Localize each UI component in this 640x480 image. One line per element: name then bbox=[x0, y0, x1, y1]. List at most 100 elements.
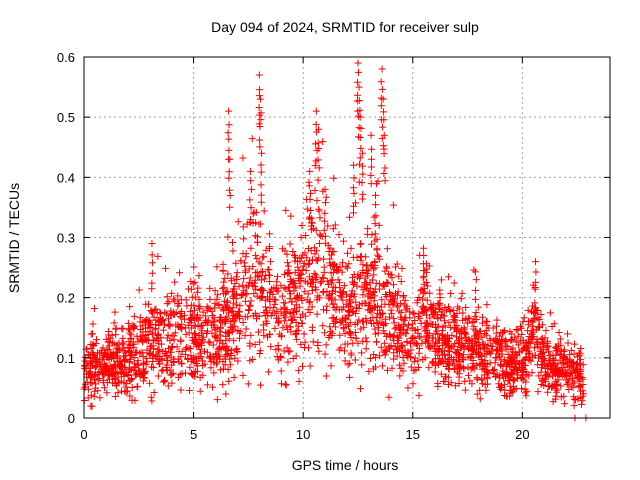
data-point bbox=[261, 303, 269, 311]
peak-point bbox=[371, 230, 379, 238]
data-point bbox=[201, 312, 209, 320]
data-point bbox=[409, 380, 417, 388]
data-point bbox=[437, 276, 445, 284]
data-point bbox=[224, 329, 232, 337]
data-point bbox=[340, 288, 348, 296]
data-point bbox=[134, 337, 142, 345]
data-point bbox=[362, 345, 370, 353]
peak-point bbox=[258, 149, 266, 157]
data-point bbox=[411, 339, 419, 347]
data-point bbox=[328, 329, 336, 337]
data-point bbox=[335, 231, 343, 239]
data-point bbox=[156, 356, 163, 364]
data-point bbox=[124, 319, 132, 327]
data-point bbox=[556, 335, 564, 343]
data-point bbox=[292, 327, 300, 335]
data-point bbox=[308, 226, 316, 234]
data-point bbox=[297, 340, 305, 348]
data-point bbox=[529, 322, 537, 330]
data-point bbox=[492, 354, 500, 362]
data-point bbox=[88, 373, 96, 381]
data-point bbox=[576, 370, 584, 378]
data-point bbox=[445, 319, 453, 327]
data-point bbox=[351, 321, 359, 329]
peak-point bbox=[307, 207, 315, 215]
data-point bbox=[342, 291, 350, 299]
data-point bbox=[515, 341, 523, 349]
data-point bbox=[280, 304, 288, 312]
data-point bbox=[418, 285, 426, 293]
data-point bbox=[191, 306, 199, 314]
peak-point bbox=[367, 163, 375, 171]
data-point bbox=[481, 340, 489, 348]
data-point bbox=[426, 289, 434, 297]
data-point bbox=[375, 280, 383, 288]
data-point bbox=[555, 370, 563, 378]
data-point bbox=[119, 344, 127, 352]
data-point bbox=[286, 310, 294, 318]
data-point bbox=[209, 321, 217, 329]
data-point bbox=[265, 278, 273, 286]
data-point bbox=[203, 306, 211, 314]
data-point bbox=[229, 239, 237, 247]
data-point bbox=[165, 298, 173, 306]
data-point bbox=[149, 364, 157, 372]
data-point bbox=[352, 298, 360, 306]
peak-point bbox=[357, 144, 365, 152]
data-point bbox=[193, 367, 201, 375]
data-point bbox=[534, 361, 542, 369]
data-point bbox=[358, 361, 366, 369]
data-point bbox=[308, 219, 316, 227]
data-point bbox=[401, 314, 409, 322]
data-point bbox=[418, 308, 426, 316]
data-point bbox=[308, 219, 316, 227]
data-point bbox=[154, 252, 162, 260]
data-point bbox=[413, 299, 421, 307]
data-point bbox=[400, 292, 408, 300]
data-point bbox=[345, 302, 353, 310]
data-point bbox=[192, 331, 200, 339]
peak-point bbox=[148, 240, 156, 248]
x-tick-label: 20 bbox=[515, 427, 529, 442]
data-point bbox=[352, 304, 360, 312]
x-tick-label: 5 bbox=[190, 427, 197, 442]
data-point bbox=[360, 286, 368, 294]
data-point bbox=[469, 346, 477, 354]
data-point bbox=[455, 373, 463, 381]
data-point bbox=[208, 312, 216, 320]
data-point bbox=[152, 352, 160, 360]
data-point bbox=[460, 342, 468, 350]
data-point bbox=[478, 333, 486, 341]
data-point bbox=[273, 307, 281, 315]
data-point bbox=[196, 345, 204, 353]
data-point bbox=[315, 207, 323, 215]
peak-point bbox=[356, 154, 364, 162]
data-point bbox=[390, 349, 398, 357]
data-point bbox=[207, 353, 215, 361]
data-point bbox=[474, 303, 482, 311]
data-point bbox=[570, 340, 578, 348]
peak-point bbox=[367, 171, 375, 179]
data-point bbox=[291, 257, 299, 265]
data-point bbox=[319, 273, 327, 281]
data-point bbox=[456, 334, 464, 342]
peak-point bbox=[531, 304, 539, 312]
data-point bbox=[105, 375, 113, 383]
data-point bbox=[277, 282, 285, 290]
data-point bbox=[520, 314, 528, 322]
data-point bbox=[246, 274, 254, 282]
data-point bbox=[497, 362, 505, 370]
data-point bbox=[578, 397, 586, 405]
peak-point bbox=[371, 191, 379, 199]
data-point bbox=[213, 295, 221, 303]
data-point bbox=[476, 386, 484, 394]
data-point bbox=[549, 351, 557, 359]
data-point bbox=[329, 225, 337, 233]
data-point bbox=[223, 350, 231, 358]
data-point bbox=[237, 257, 245, 265]
data-point bbox=[121, 388, 129, 396]
data-point bbox=[292, 301, 300, 309]
data-point bbox=[393, 352, 401, 360]
data-point bbox=[372, 279, 380, 287]
data-point bbox=[345, 328, 353, 336]
